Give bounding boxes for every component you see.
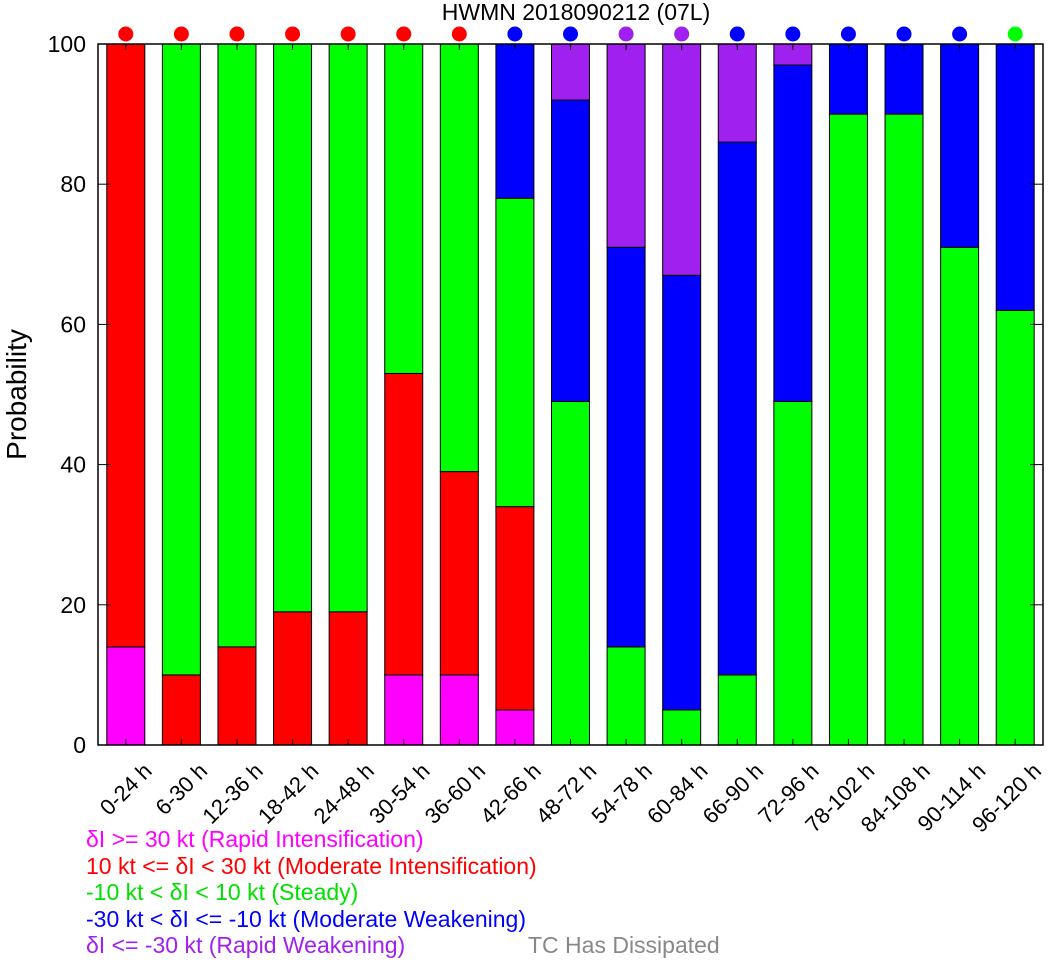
indicator-dot-13 bbox=[840, 26, 856, 42]
bar-segment-st-3 bbox=[273, 43, 313, 613]
bar-segment-mi-5 bbox=[384, 372, 424, 676]
y-axis-label: Probability bbox=[1, 329, 32, 460]
bar-segment-mi-2 bbox=[217, 646, 257, 746]
indicator-dot-7 bbox=[507, 26, 523, 42]
legend-item-moderate-intensification: 10 kt <= δI < 30 kt (Moderate Intensific… bbox=[86, 852, 537, 879]
bar-segment-st-8 bbox=[551, 401, 590, 746]
legend-item-steady: -10 kt < δI < 10 kt (Steady) bbox=[86, 879, 359, 905]
indicator-dot-1 bbox=[173, 26, 189, 42]
y-tick-label-3: 60 bbox=[60, 311, 86, 337]
indicator-dot-2 bbox=[229, 26, 245, 42]
bar-segment-rw-8 bbox=[551, 43, 590, 101]
bar-segment-mw-14 bbox=[884, 43, 924, 115]
y-tick-label-0: 0 bbox=[73, 732, 86, 758]
indicator-dot-5 bbox=[396, 26, 412, 42]
bar-segment-mi-0 bbox=[106, 43, 146, 648]
x-tick-label-6: 36-60 h bbox=[420, 758, 490, 828]
bar-segment-mw-13 bbox=[828, 43, 868, 115]
bar-segment-st-2 bbox=[217, 43, 257, 648]
x-tick-label-11: 66-90 h bbox=[698, 758, 768, 828]
bar-segment-mi-4 bbox=[328, 611, 368, 746]
bar-segment-st-9 bbox=[606, 646, 646, 746]
indicator-dot-15 bbox=[952, 26, 968, 42]
bar-segment-st-1 bbox=[161, 43, 201, 676]
x-tick-label-0: 0-24 h bbox=[95, 758, 157, 820]
bar-segment-mi-3 bbox=[273, 611, 313, 746]
bar-segment-st-7 bbox=[495, 197, 535, 508]
bar-segment-mw-9 bbox=[606, 246, 646, 648]
chart-title: HWMN 2018090212 (07L) bbox=[442, 0, 710, 25]
indicator-dot-16 bbox=[1007, 26, 1023, 42]
bar-segment-mw-7 bbox=[495, 43, 535, 199]
indicator-dot-14 bbox=[896, 26, 912, 42]
indicator-dot-11 bbox=[729, 26, 745, 42]
y-tick-label-4: 80 bbox=[60, 171, 86, 197]
y-tick-label-2: 40 bbox=[60, 452, 86, 478]
bar-segment-st-15 bbox=[940, 246, 980, 746]
bar-segment-mw-16 bbox=[995, 43, 1035, 311]
x-tick-label-3: 18-42 h bbox=[253, 758, 323, 828]
bar-segment-ri-5 bbox=[384, 674, 424, 746]
bar-segment-st-13 bbox=[828, 113, 868, 746]
bar-segment-rw-9 bbox=[606, 43, 646, 248]
legend-item-rapid-weakening: δI <= -30 kt (Rapid Weakening) bbox=[86, 932, 406, 958]
bar-segment-ri-6 bbox=[439, 674, 479, 746]
indicator-dot-12 bbox=[785, 26, 801, 42]
x-tick-label-4: 24-48 h bbox=[309, 758, 379, 828]
bar-segment-ri-0 bbox=[106, 646, 146, 746]
bar-segment-mi-1 bbox=[161, 674, 201, 746]
indicator-dot-9 bbox=[618, 26, 634, 42]
bar-segment-mi-6 bbox=[439, 471, 479, 676]
bar-segment-rw-11 bbox=[717, 43, 757, 143]
x-tick-label-2: 12-36 h bbox=[197, 758, 267, 828]
bar-segment-st-16 bbox=[995, 309, 1035, 746]
bar-segment-mw-10 bbox=[662, 274, 702, 711]
x-tick-label-8: 48-72 h bbox=[531, 758, 601, 828]
legend-item-moderate-weakening: -30 kt < δI <= -10 kt (Moderate Weakenin… bbox=[86, 905, 527, 932]
legend-item-rapid-intensification: δI >= 30 kt (Rapid Intensification) bbox=[86, 826, 424, 852]
indicator-dot-4 bbox=[340, 26, 356, 42]
y-tick-label-1: 20 bbox=[60, 592, 86, 618]
bar-segment-mw-8 bbox=[551, 99, 590, 403]
x-tick-label-10: 60-84 h bbox=[642, 758, 712, 828]
bar-segment-mi-7 bbox=[495, 506, 535, 711]
bar-segment-mw-11 bbox=[717, 141, 757, 676]
legend: δI >= 30 kt (Rapid Intensification) 10 k… bbox=[86, 826, 537, 959]
indicator-dot-10 bbox=[674, 26, 690, 42]
dissipated-label: TC Has Dissipated bbox=[528, 932, 720, 958]
plot-frame bbox=[97, 43, 1044, 746]
bar-segment-st-5 bbox=[384, 43, 424, 374]
bar-segment-mw-15 bbox=[940, 43, 980, 248]
x-tick-label-9: 54-78 h bbox=[586, 758, 656, 828]
bar-segment-rw-10 bbox=[662, 43, 702, 276]
indicator-dot-3 bbox=[285, 26, 301, 42]
indicator-dot-0 bbox=[118, 26, 134, 42]
x-tick-label-5: 30-54 h bbox=[364, 758, 434, 828]
indicator-dot-8 bbox=[563, 26, 578, 42]
bar-segment-st-4 bbox=[328, 43, 368, 613]
indicator-dot-6 bbox=[451, 26, 467, 42]
x-tick-label-7: 42-66 h bbox=[475, 758, 545, 828]
bar-segment-st-12 bbox=[773, 401, 813, 746]
bar-segment-st-14 bbox=[884, 113, 924, 746]
bar-segment-st-6 bbox=[439, 43, 479, 473]
y-tick-label-5: 100 bbox=[48, 31, 86, 57]
bar-segment-mw-12 bbox=[773, 64, 813, 403]
bar-segment-st-11 bbox=[717, 674, 757, 746]
